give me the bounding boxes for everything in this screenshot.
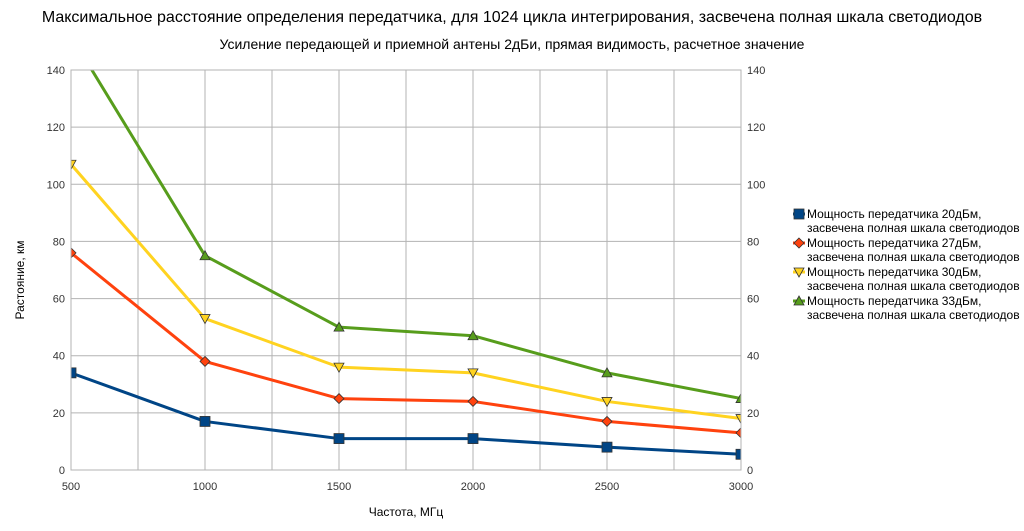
series-line xyxy=(71,251,741,435)
legend-item: Мощность передатчика 30дБм,засвечена пол… xyxy=(793,265,1020,293)
data-point xyxy=(71,367,77,379)
legend-marker xyxy=(793,295,805,306)
series-1 xyxy=(71,367,741,460)
data-point xyxy=(601,397,613,408)
data-point xyxy=(333,393,345,405)
plot-frame xyxy=(70,69,742,471)
series-line xyxy=(71,163,741,421)
data-point xyxy=(199,355,211,367)
series-line xyxy=(71,371,741,456)
series-4 xyxy=(66,31,741,403)
data-point xyxy=(735,427,741,439)
data-point xyxy=(71,159,77,171)
y-tick-label: 40 xyxy=(53,351,65,363)
y-tick-label: 0 xyxy=(59,465,65,477)
y-tick-label-right: 100 xyxy=(747,179,765,191)
series-2 xyxy=(71,247,741,439)
x-tick-label: 2000 xyxy=(461,481,485,493)
data-point xyxy=(199,416,211,427)
y-axis-label: Растояние, км xyxy=(13,241,27,320)
x-tick-label: 500 xyxy=(62,481,80,493)
data-point xyxy=(601,441,613,453)
legend-item: Мощность передатчика 20дБм,засвечена пол… xyxy=(793,207,1020,235)
y-tick-label-right: 120 xyxy=(747,122,765,134)
legend-marker xyxy=(793,208,805,220)
data-point xyxy=(735,448,741,460)
y-tick-label: 100 xyxy=(47,179,65,191)
data-point xyxy=(199,249,211,261)
legend-label: Мощность передатчика 30дБм, xyxy=(807,265,982,279)
chart-title: Максимальное расстояние определения пере… xyxy=(42,9,982,26)
data-point xyxy=(467,395,479,407)
data-point xyxy=(467,329,479,341)
legend: Мощность передатчика 20дБм,засвечена пол… xyxy=(793,207,1020,322)
y-tick-label: 80 xyxy=(53,236,65,248)
legend-label: Мощность передатчика 33дБм, xyxy=(807,294,982,308)
y-tick-label-right: 140 xyxy=(747,65,765,77)
legend-label: засвечена полная шкала светодиодов xyxy=(807,279,1020,293)
legend-label: Мощность передатчика 20дБм, xyxy=(807,207,982,221)
data-point xyxy=(333,362,345,373)
y-tick-label: 60 xyxy=(53,294,65,306)
y-tick-label: 120 xyxy=(47,122,65,134)
data-point xyxy=(601,367,613,378)
data-point xyxy=(467,368,479,379)
legend-marker xyxy=(793,267,805,278)
series-3 xyxy=(71,159,741,425)
data-point xyxy=(467,433,479,444)
axes: 0 20 40 60 80 100 120 140 0 20 40 60 80 100 120 140 500 1… xyxy=(47,65,766,493)
x-tick-label: 1500 xyxy=(327,481,351,493)
data-point xyxy=(333,321,345,332)
x-axis-label: Частота, МГц xyxy=(369,505,444,519)
legend-item: Мощность передатчика 33дБм,засвечена пол… xyxy=(793,294,1020,322)
data-point xyxy=(199,314,211,325)
data-point xyxy=(333,433,345,444)
data-point xyxy=(735,392,741,403)
data-point xyxy=(735,414,741,425)
chart-subtitle: Усиление передающей и приемной антены 2д… xyxy=(220,36,805,52)
data-point xyxy=(71,247,77,259)
legend-label: засвечена полная шкала светодиодов xyxy=(807,221,1020,235)
legend-label: засвечена полная шкала светодиодов xyxy=(807,250,1020,264)
y-tick-label: 20 xyxy=(53,408,65,420)
y-tick-label-right: 80 xyxy=(747,236,759,248)
y-tick-label-right: 60 xyxy=(747,294,759,306)
x-tick-label: 3000 xyxy=(729,481,753,493)
y-tick-label-right: 20 xyxy=(747,408,759,420)
legend-label: засвечена полная шкала светодиодов xyxy=(807,308,1020,322)
series-group xyxy=(66,31,741,460)
series-line xyxy=(90,70,741,401)
data-point xyxy=(66,31,76,40)
y-tick-label: 140 xyxy=(47,65,65,77)
legend-label: Мощность передатчика 27дБм, xyxy=(807,236,982,250)
y-tick-label-right: 0 xyxy=(747,465,753,477)
y-tick-label-right: 40 xyxy=(747,351,759,363)
x-tick-label: 1000 xyxy=(193,481,217,493)
data-point xyxy=(601,415,613,427)
legend-marker xyxy=(793,237,805,249)
x-tick-label: 2500 xyxy=(595,481,619,493)
legend-item: Мощность передатчика 27дБм,засвечена пол… xyxy=(793,236,1020,264)
